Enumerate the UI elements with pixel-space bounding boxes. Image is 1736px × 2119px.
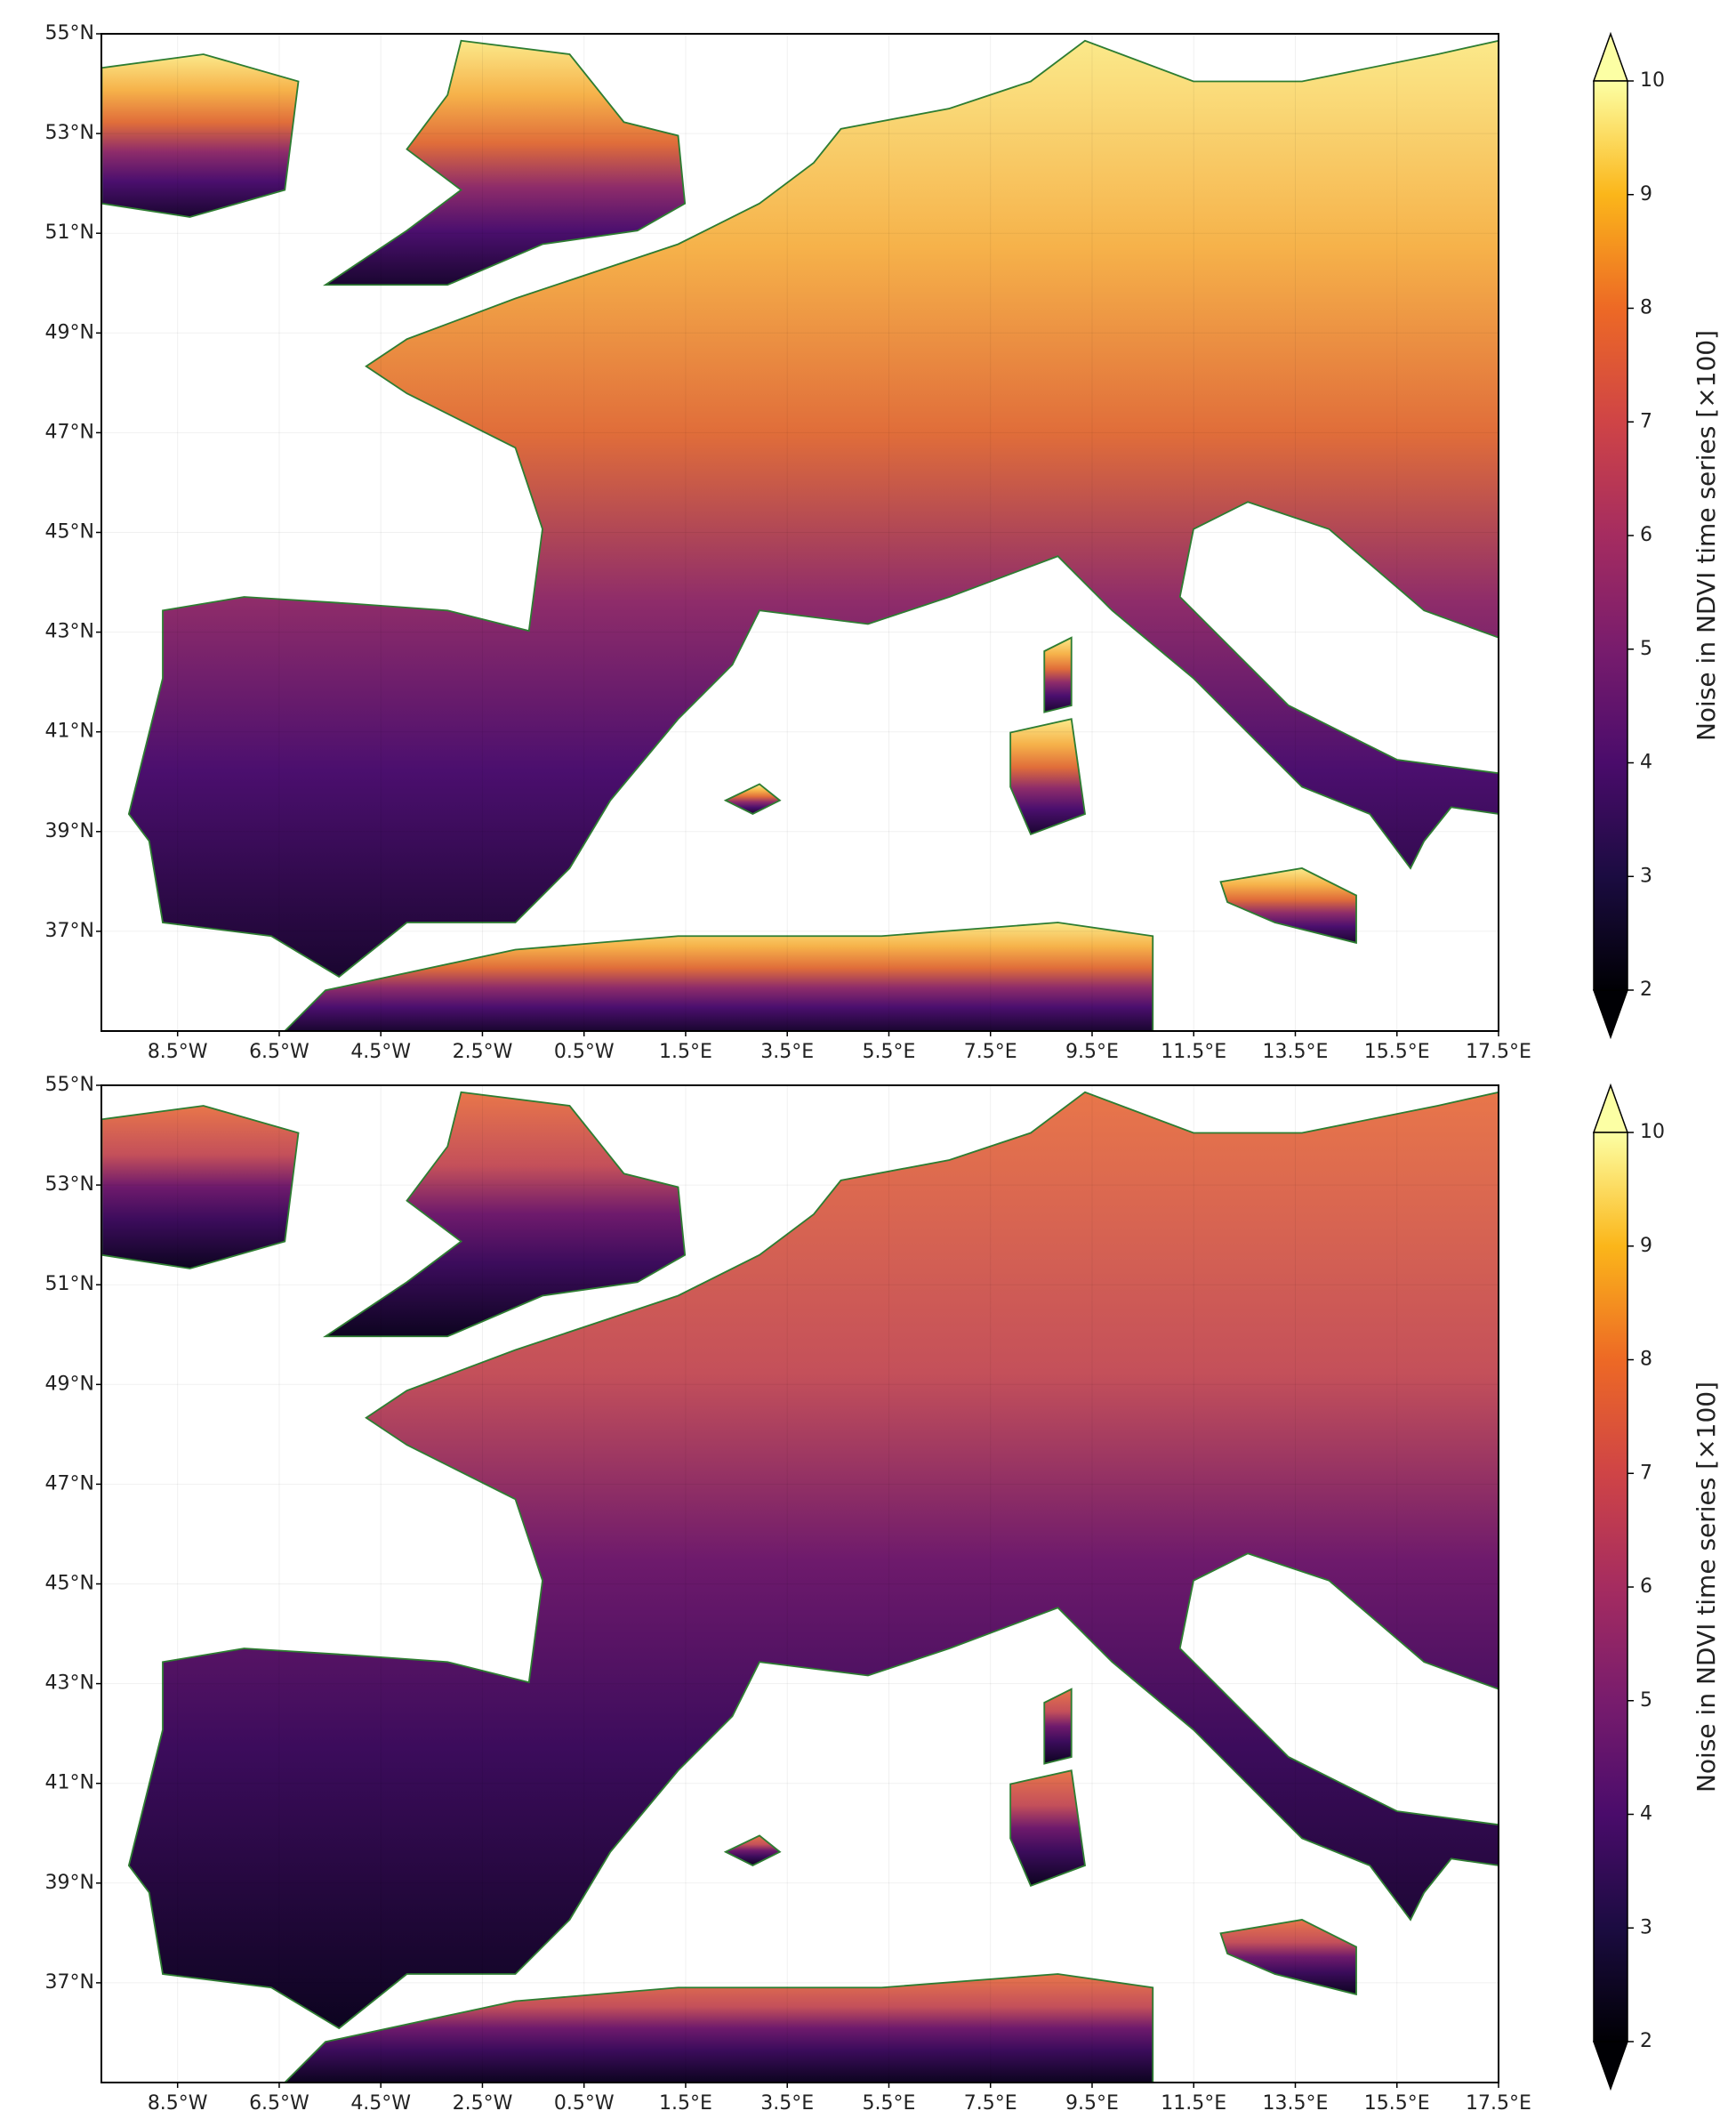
x-tick-label: 2.5°W [453,1041,513,1063]
map-frame [100,1084,1499,2083]
x-tick-label: 13.5°E [1263,2092,1329,2115]
colorbar-extend-top [1592,31,1629,82]
colorbar [1593,1132,1628,2042]
y-tick-label: 43°N [45,621,94,643]
colorbar-tick-label: 2 [1640,2030,1652,2052]
y-tick-label: 45°N [45,521,94,544]
x-tick-label: 7.5°E [964,2092,1017,2115]
x-tick-label: 4.5°W [350,1041,411,1063]
y-tick-label: 53°N [45,1173,94,1196]
x-tick-label: 8.5°W [148,2092,208,2115]
y-tick-label: 47°N [45,1472,94,1495]
colorbar-tick-label: 7 [1640,1462,1652,1484]
colorbar-extend-bottom [1592,989,1629,1040]
y-tick-label: 55°N [45,22,94,44]
y-tick-label: 45°N [45,1573,94,1595]
colorbar-extend-top [1592,1083,1629,1133]
x-tick-label: 2.5°W [453,2092,513,2115]
colorbar-tick-label: 8 [1640,297,1652,319]
y-tick-label: 37°N [45,920,94,942]
colorbar-extend-bottom [1592,2041,1629,2091]
y-tick-label: 49°N [45,1373,94,1395]
x-tick-label: 0.5°W [554,2092,615,2115]
x-tick-label: 15.5°E [1364,1041,1430,1063]
y-tick-label: 49°N [45,321,94,343]
x-tick-label: 3.5°E [760,1041,814,1063]
colorbar-label: Noise in NDVI time series [×100] [1692,330,1721,741]
colorbar-tick-label: 9 [1640,1235,1652,1257]
x-tick-label: 6.5°W [249,1041,309,1063]
colorbar-tick-label: 5 [1640,1689,1652,1712]
x-tick-label: 8.5°W [148,1041,208,1063]
colorbar-tick-label: 7 [1640,410,1652,432]
map-land [101,39,1499,1031]
x-tick-label: 0.5°W [554,1041,615,1063]
y-tick-label: 37°N [45,1971,94,1994]
colorbar-tick-label: 10 [1640,69,1665,92]
y-tick-label: 39°N [45,820,94,842]
y-tick-label: 47°N [45,421,94,443]
colorbar-tick-label: 9 [1640,183,1652,205]
x-tick-label: 5.5°E [863,1041,916,1063]
colorbar-tick-label: 6 [1640,1575,1652,1598]
y-tick-label: 41°N [45,721,94,743]
x-tick-label: 13.5°E [1263,1041,1329,1063]
x-tick-label: 1.5°E [659,2092,712,2115]
colorbar-tick-label: 3 [1640,1916,1652,1938]
colorbar-tick-label: 4 [1640,752,1652,774]
colorbar [1593,80,1628,991]
colorbar-tick-label: 4 [1640,1803,1652,1825]
x-tick-label: 9.5°E [1065,2092,1119,2115]
x-tick-label: 1.5°E [659,1041,712,1063]
colorbar-tick-label: 3 [1640,865,1652,887]
y-tick-label: 53°N [45,122,94,144]
colorbar-tick-label: 8 [1640,1349,1652,1371]
x-tick-label: 6.5°W [249,2092,309,2115]
colorbar-tick-label: 5 [1640,638,1652,660]
y-tick-label: 39°N [45,1872,94,1894]
x-tick-label: 4.5°W [350,2092,411,2115]
x-tick-label: 15.5°E [1364,2092,1430,2115]
map-frame [100,33,1499,1032]
x-tick-label: 17.5°E [1466,2092,1531,2115]
y-tick-label: 43°N [45,1672,94,1695]
colorbar-tick-label: 2 [1640,979,1652,1001]
x-tick-label: 11.5°E [1161,2092,1226,2115]
y-tick-label: 51°N [45,222,94,244]
colorbar-tick-label: 10 [1640,1121,1665,1143]
x-tick-label: 17.5°E [1466,1041,1531,1063]
map-land [101,1091,1499,2083]
y-tick-label: 51°N [45,1273,94,1295]
y-tick-label: 41°N [45,1772,94,1794]
x-tick-label: 7.5°E [964,1041,1017,1063]
colorbar-tick-label: 6 [1640,524,1652,546]
x-tick-label: 9.5°E [1065,1041,1119,1063]
x-tick-label: 11.5°E [1161,1041,1226,1063]
y-tick-label: 55°N [45,1074,94,1096]
x-tick-label: 5.5°E [863,2092,916,2115]
x-tick-label: 3.5°E [760,2092,814,2115]
colorbar-label: Noise in NDVI time series [×100] [1692,1382,1721,1793]
